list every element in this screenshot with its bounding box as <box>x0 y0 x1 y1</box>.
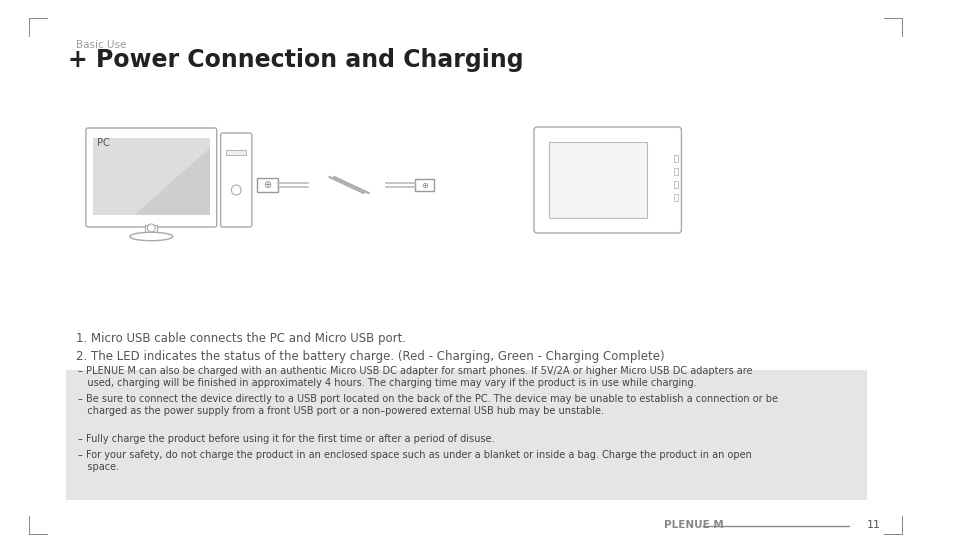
Text: 1. Micro USB cable connects the PC and Micro USB port.: 1. Micro USB cable connects the PC and M… <box>76 332 406 345</box>
Bar <box>548 142 646 218</box>
Text: 2. The LED indicates the status of the battery charge. (Red - Charging, Green - : 2. The LED indicates the status of the b… <box>76 350 664 363</box>
Bar <box>256 178 278 192</box>
Bar <box>67 370 866 500</box>
Text: – For your safety, do not charge the product in an enclosed space such as under : – For your safety, do not charge the pro… <box>78 450 751 472</box>
Text: ⊕: ⊕ <box>263 180 272 190</box>
Text: PC: PC <box>96 138 110 148</box>
Text: 11: 11 <box>866 520 880 530</box>
Bar <box>673 181 677 188</box>
Ellipse shape <box>130 232 172 241</box>
Bar <box>226 150 246 155</box>
FancyBboxPatch shape <box>534 127 680 233</box>
FancyBboxPatch shape <box>86 128 216 227</box>
Circle shape <box>148 224 155 232</box>
Text: PLENUE M: PLENUE M <box>663 520 722 530</box>
Bar <box>673 168 677 175</box>
Bar <box>673 155 677 162</box>
Text: – PLENUE M can also be charged with an authentic Micro USB DC adapter for smart : – PLENUE M can also be charged with an a… <box>78 367 752 388</box>
Text: ⊕: ⊕ <box>420 181 428 189</box>
Bar <box>673 194 677 201</box>
Bar <box>415 179 434 191</box>
Text: + Power Connection and Charging: + Power Connection and Charging <box>69 48 523 72</box>
Bar <box>145 225 157 233</box>
Text: – Fully charge the product before using it for the first time or after a period : – Fully charge the product before using … <box>78 434 494 444</box>
Circle shape <box>232 185 241 195</box>
Text: – Be sure to connect the device directly to a USB port located on the back of th: – Be sure to connect the device directly… <box>78 394 778 416</box>
FancyBboxPatch shape <box>220 133 252 227</box>
Polygon shape <box>133 148 210 215</box>
Bar <box>92 138 210 215</box>
Text: Basic Use: Basic Use <box>76 40 127 50</box>
